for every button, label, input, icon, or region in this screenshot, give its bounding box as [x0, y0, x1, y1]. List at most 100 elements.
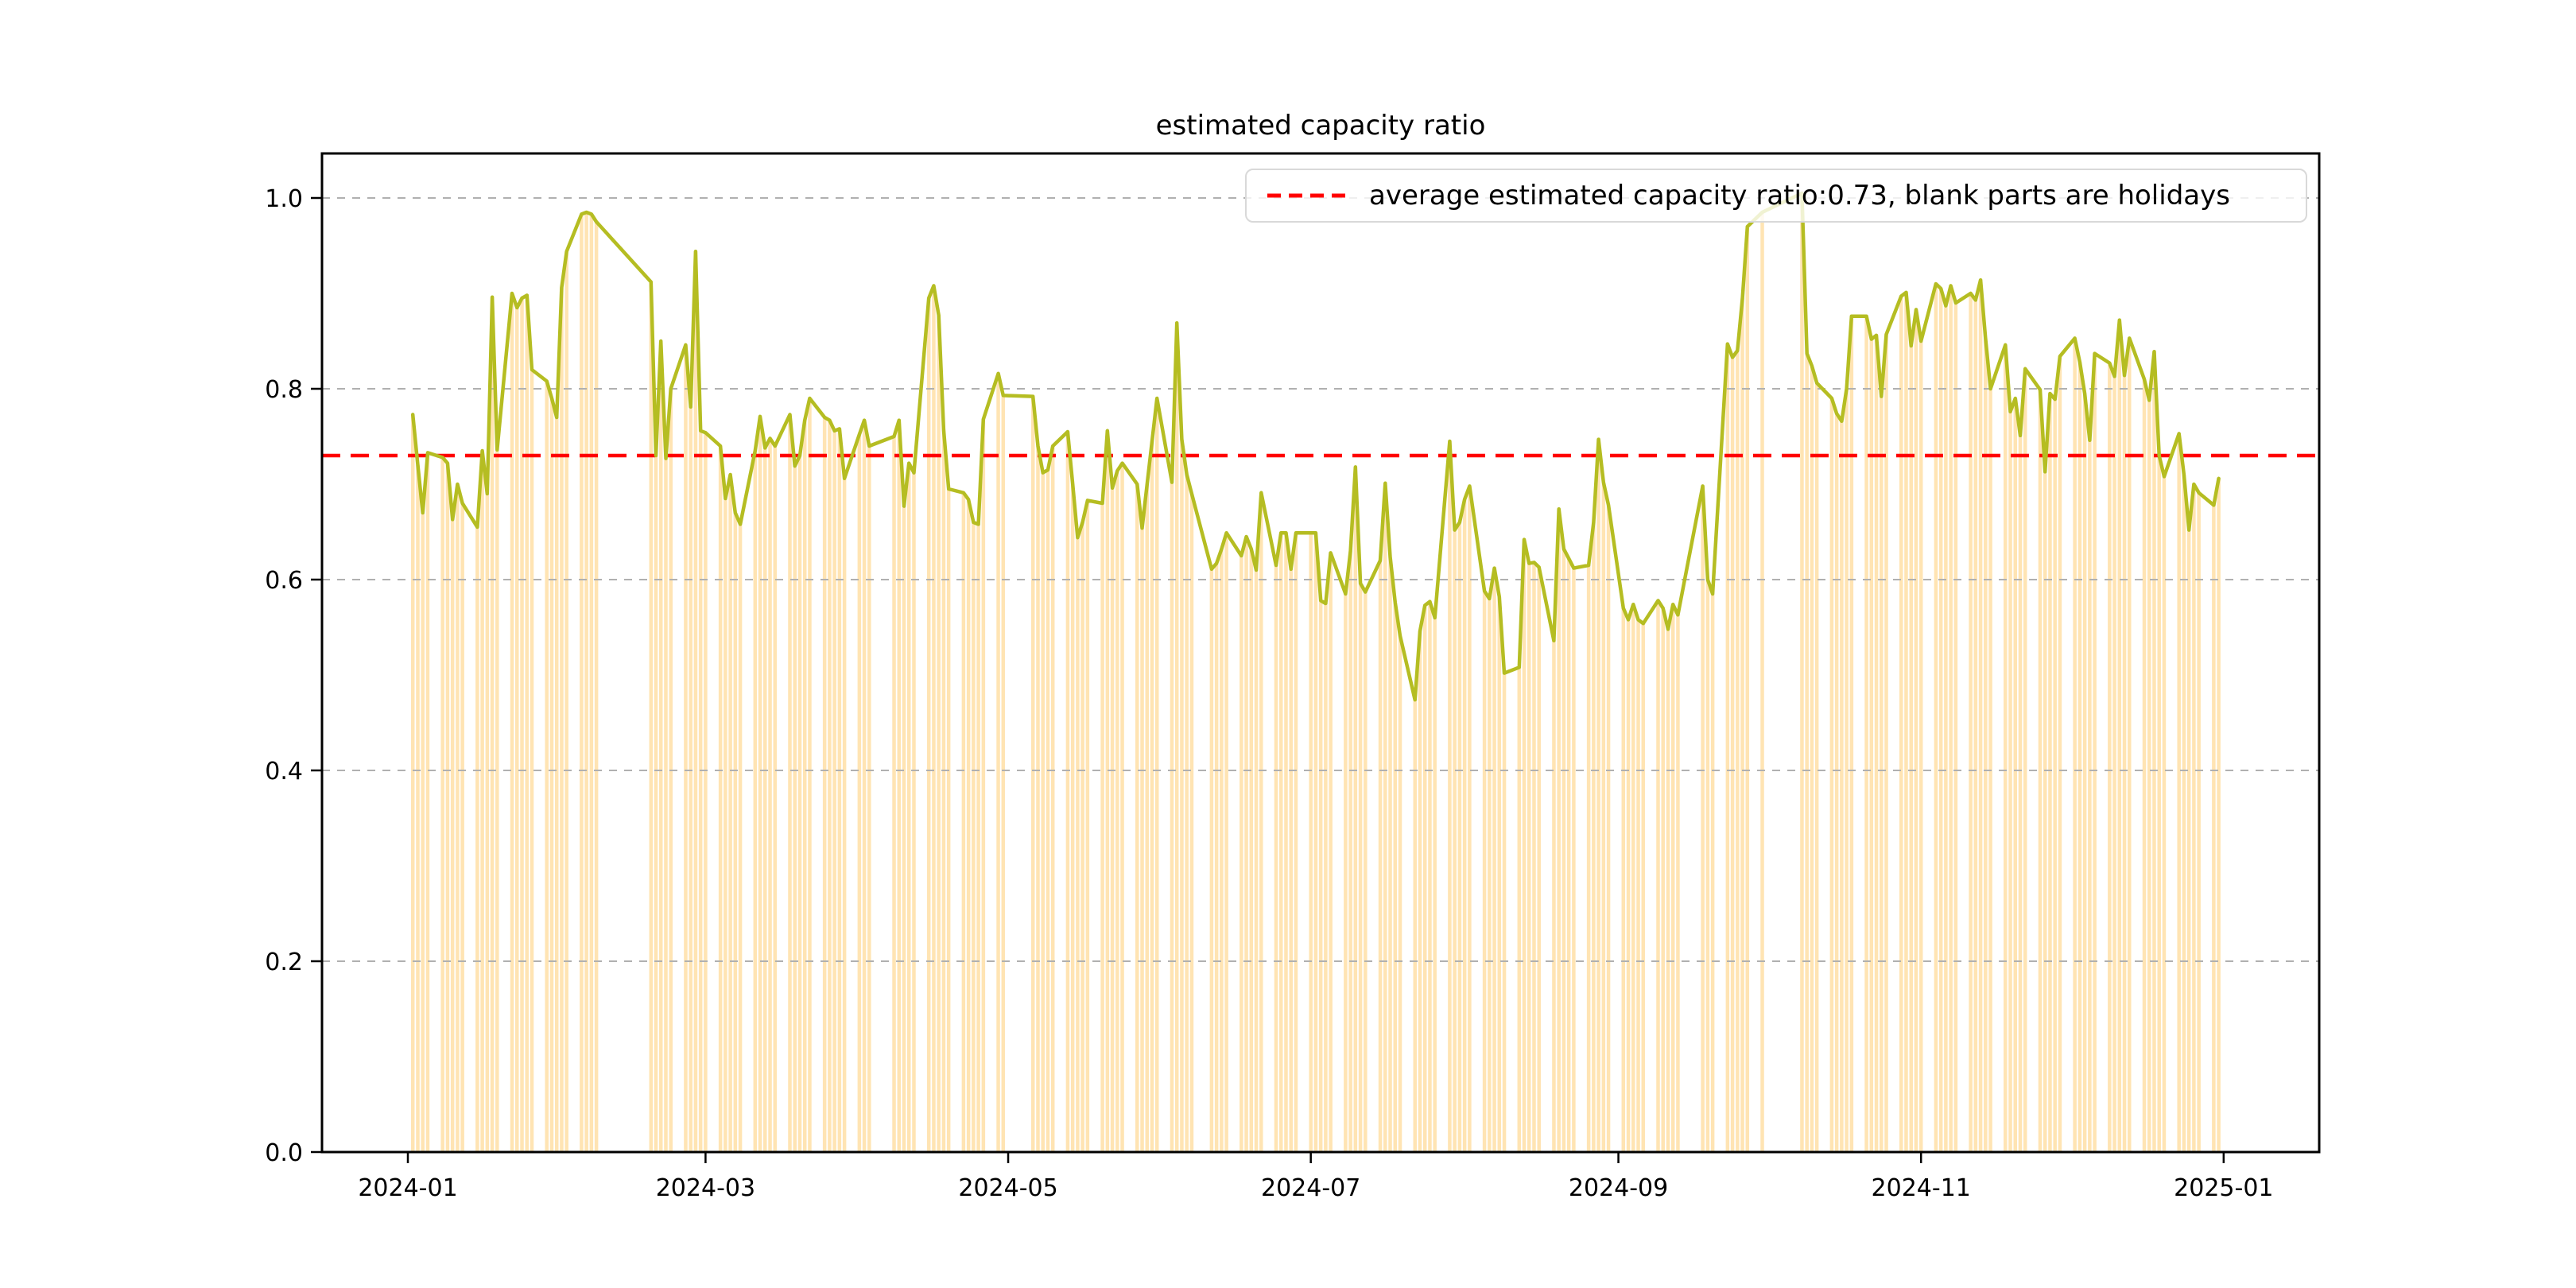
bar [718, 446, 723, 1152]
bar [445, 463, 450, 1152]
bar [1562, 549, 1566, 1152]
bar [912, 472, 916, 1152]
bar [1845, 389, 1849, 1152]
bar [410, 414, 415, 1152]
bar [2197, 492, 2201, 1152]
bar [758, 416, 762, 1152]
bar [549, 398, 554, 1152]
bar [2043, 471, 2047, 1152]
bar [1904, 292, 1908, 1152]
capacity-ratio-line [410, 191, 2221, 702]
bar [1601, 482, 1606, 1152]
plot-frame [320, 152, 2321, 1154]
bar [1309, 533, 1313, 1152]
bar [1388, 557, 1392, 1152]
y-tick-label: 0.6 [265, 567, 303, 595]
bar [1364, 592, 1368, 1152]
bar [1076, 537, 1080, 1152]
bar [1736, 351, 1740, 1152]
bar [1532, 562, 1536, 1152]
bar [416, 465, 420, 1152]
y-tick-label: 0.0 [265, 1139, 303, 1167]
bar [1274, 565, 1278, 1152]
bar [2108, 363, 2112, 1153]
bar [822, 417, 827, 1152]
bar [2122, 375, 2127, 1152]
bar [1973, 300, 1978, 1152]
bar [2088, 440, 2092, 1152]
bar [1209, 568, 1214, 1152]
bar [1036, 446, 1040, 1152]
bar [1944, 305, 1948, 1153]
bar [902, 506, 906, 1152]
bar [1978, 280, 1983, 1153]
bar [1120, 463, 1124, 1152]
bar [1278, 533, 1283, 1152]
bar [689, 406, 692, 1152]
bar [475, 527, 479, 1152]
bar [564, 251, 568, 1153]
legend: average estimated capacity ratio:0.73, b… [1245, 169, 2307, 223]
bar [664, 458, 668, 1152]
bar [1829, 398, 1834, 1152]
bar [2157, 456, 2161, 1152]
bar [867, 446, 871, 1152]
bar [1502, 673, 1507, 1152]
bar [1413, 700, 1417, 1152]
bar [788, 414, 792, 1152]
bar [1105, 430, 1110, 1152]
bar [1185, 475, 1189, 1152]
bar [2117, 320, 2122, 1153]
bar [1378, 561, 1383, 1152]
bar [1468, 486, 1472, 1152]
bar [1488, 599, 1492, 1152]
bar [1001, 395, 1006, 1152]
bar [1457, 522, 1462, 1152]
bar [2073, 338, 2077, 1152]
bar [2048, 394, 2052, 1152]
bar [1170, 482, 1174, 1152]
average-line-swatch [1267, 193, 1347, 198]
bar [1834, 413, 1839, 1152]
bar [753, 451, 758, 1152]
bar [580, 214, 584, 1152]
bar [1289, 568, 1293, 1152]
bar [1969, 293, 1973, 1152]
bar [2182, 475, 2186, 1152]
bar [1482, 591, 1487, 1152]
bar [1065, 432, 1070, 1152]
y-tick-label: 0.8 [265, 376, 303, 404]
bar [545, 381, 549, 1152]
bar [2152, 351, 2156, 1152]
bar [589, 214, 594, 1152]
bar [763, 448, 767, 1152]
bar [1240, 556, 1243, 1152]
bar [1418, 630, 1422, 1152]
bar [1849, 316, 1854, 1152]
x-tick-label: 2025-01 [2174, 1174, 2273, 1202]
bar [768, 438, 772, 1152]
bar [1497, 596, 1502, 1152]
bar [793, 466, 797, 1152]
bar [1592, 522, 1596, 1152]
bar [2023, 368, 2027, 1152]
bar [996, 373, 1000, 1152]
bar [1730, 357, 1735, 1152]
bar [1448, 441, 1452, 1152]
bar [738, 524, 743, 1152]
bar [2212, 505, 2216, 1152]
bar [1318, 600, 1323, 1152]
bar [1527, 563, 1531, 1152]
bar [2018, 435, 2023, 1152]
bar [1492, 568, 1496, 1152]
bar [966, 499, 971, 1152]
bar [1150, 441, 1154, 1152]
bar [1145, 484, 1150, 1152]
bar [594, 222, 599, 1152]
bar [1874, 335, 1879, 1152]
bar [456, 484, 460, 1152]
bar [1249, 549, 1254, 1152]
bar [495, 449, 499, 1152]
bar [1344, 594, 1348, 1152]
bar [1254, 570, 1259, 1152]
